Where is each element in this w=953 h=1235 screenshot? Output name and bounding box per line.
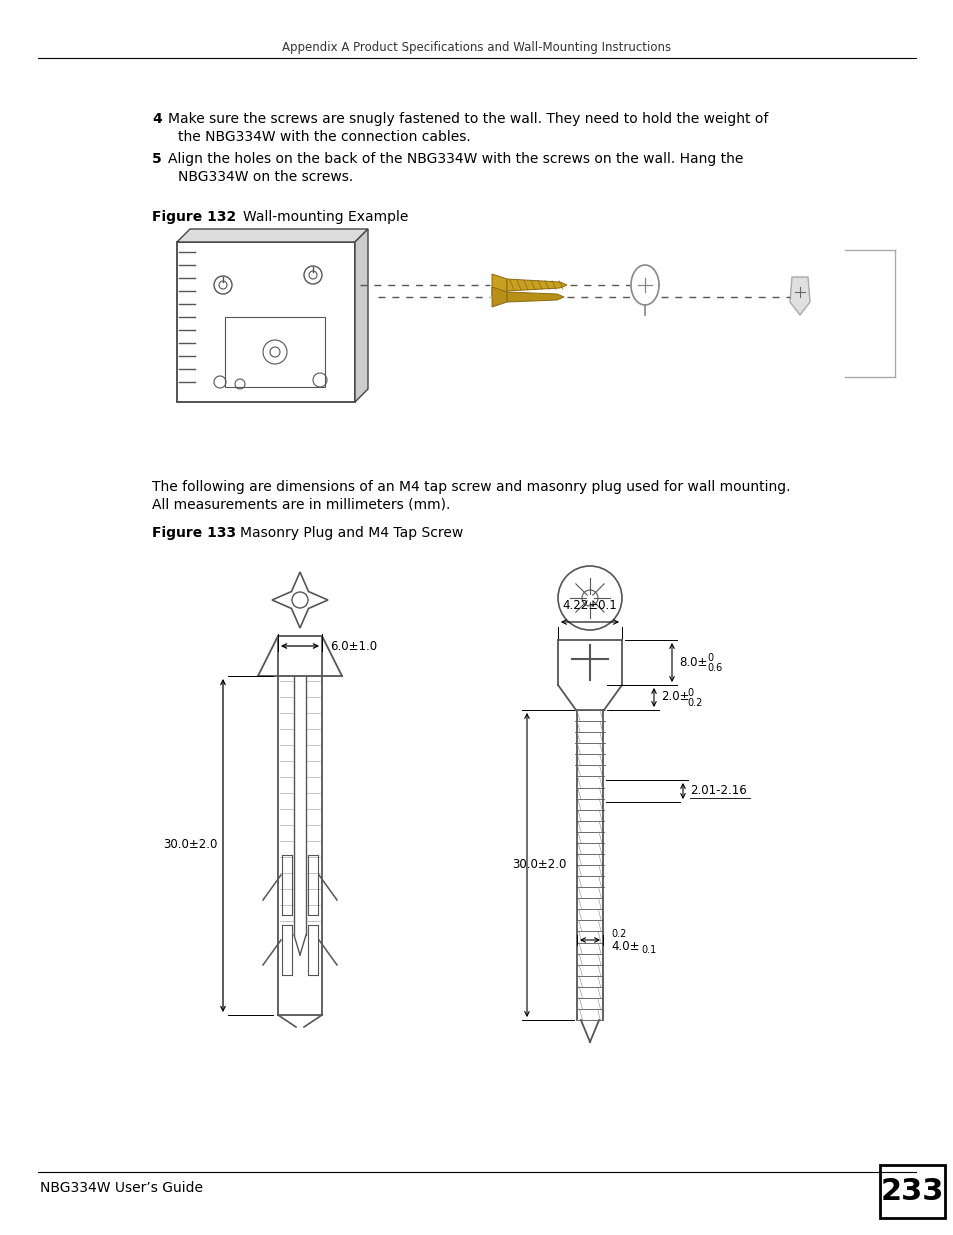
Polygon shape [355,228,368,403]
Polygon shape [506,279,566,291]
Text: Masonry Plug and M4 Tap Screw: Masonry Plug and M4 Tap Screw [240,526,463,540]
Text: Make sure the screws are snugly fastened to the wall. They need to hold the weig: Make sure the screws are snugly fastened… [168,112,767,126]
Text: 2.0±: 2.0± [660,690,689,704]
Polygon shape [272,572,328,629]
Text: Wall-mounting Example: Wall-mounting Example [243,210,408,224]
Polygon shape [177,228,368,242]
Text: 30.0±2.0: 30.0±2.0 [164,839,218,851]
Text: NBG334W User’s Guide: NBG334W User’s Guide [40,1181,203,1195]
Text: All measurements are in millimeters (mm).: All measurements are in millimeters (mm)… [152,498,450,513]
Polygon shape [506,291,563,303]
Text: Figure 132: Figure 132 [152,210,236,224]
Text: 30.0±2.0: 30.0±2.0 [512,858,566,872]
Polygon shape [177,242,355,403]
Text: 4: 4 [152,112,162,126]
Text: 233: 233 [880,1177,943,1207]
Text: 0: 0 [686,688,693,698]
Polygon shape [492,287,506,308]
Polygon shape [225,317,325,387]
Polygon shape [879,1165,944,1218]
Polygon shape [492,274,506,296]
Text: 0.6: 0.6 [706,663,721,673]
Text: 5: 5 [152,152,162,165]
Text: 8.0±: 8.0± [679,656,706,668]
Text: the NBG334W with the connection cables.: the NBG334W with the connection cables. [178,130,470,144]
Text: 0: 0 [706,653,713,663]
Text: NBG334W on the screws.: NBG334W on the screws. [178,170,353,184]
Text: Appendix A Product Specifications and Wall-Mounting Instructions: Appendix A Product Specifications and Wa… [282,42,671,54]
Text: Align the holes on the back of the NBG334W with the screws on the wall. Hang the: Align the holes on the back of the NBG33… [168,152,742,165]
Text: 0.1: 0.1 [640,945,656,955]
Text: 0.2: 0.2 [686,698,701,708]
Text: The following are dimensions of an M4 tap screw and masonry plug used for wall m: The following are dimensions of an M4 ta… [152,480,790,494]
Text: Figure 133: Figure 133 [152,526,236,540]
Text: 4.22±0.1: 4.22±0.1 [562,599,617,613]
Text: 6.0±1.0: 6.0±1.0 [330,640,376,652]
Text: 4.0±: 4.0± [610,940,639,952]
Polygon shape [789,277,809,315]
Text: 0.2: 0.2 [610,929,626,939]
Text: 2.01-2.16: 2.01-2.16 [689,784,746,798]
